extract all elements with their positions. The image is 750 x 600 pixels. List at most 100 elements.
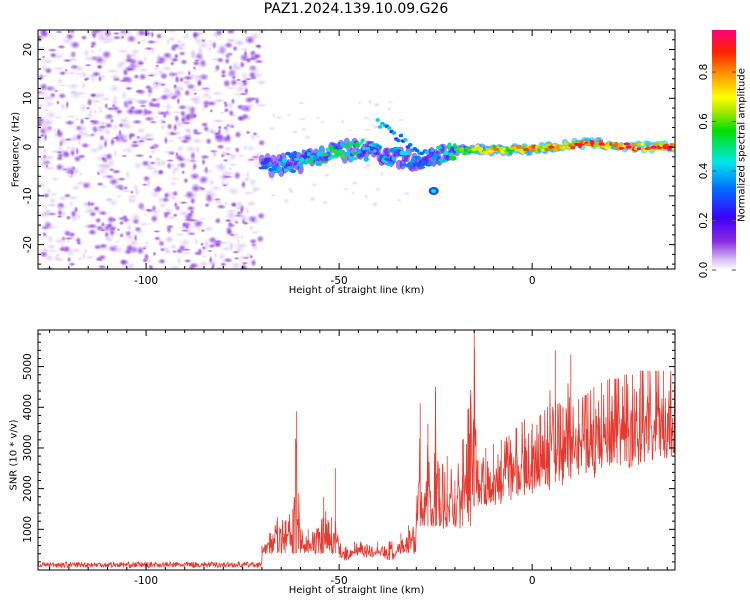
noise-blob bbox=[63, 119, 76, 126]
noise-blob bbox=[163, 191, 170, 200]
snr-y-tick-label: 3000 bbox=[22, 435, 34, 462]
colorbar-tick-label: 0.6 bbox=[698, 113, 710, 130]
noise-blob bbox=[254, 78, 269, 87]
noise-blob bbox=[165, 158, 175, 163]
signal-blob bbox=[286, 166, 293, 170]
signal-blob bbox=[365, 147, 371, 150]
signal-peak bbox=[573, 142, 580, 146]
signal-peak bbox=[523, 147, 530, 152]
noise-blob bbox=[201, 245, 206, 251]
signal-blob bbox=[435, 145, 443, 150]
noise-blob bbox=[227, 166, 234, 171]
snr-frame bbox=[37, 329, 676, 571]
noise-blob bbox=[145, 208, 152, 212]
noise-blob bbox=[199, 62, 208, 69]
noise-blob bbox=[176, 155, 187, 163]
noise-blob bbox=[323, 163, 329, 167]
noise-blob bbox=[170, 57, 180, 63]
noise-blob bbox=[184, 103, 194, 114]
noise-blob bbox=[98, 242, 109, 249]
noise-blob bbox=[188, 261, 199, 269]
colorbar: 0.0 0.2 0.4 0.6 0.8 Normalized spectral ampl… bbox=[698, 30, 748, 278]
noise-blob bbox=[51, 66, 67, 72]
noise-blob bbox=[121, 121, 134, 131]
noise-blob bbox=[165, 30, 179, 34]
noise-blob bbox=[68, 231, 76, 239]
noise-blob bbox=[177, 85, 186, 92]
noise-blob bbox=[193, 58, 201, 63]
noise-blob bbox=[49, 51, 58, 59]
noise-blob bbox=[187, 69, 192, 77]
noise-blob bbox=[372, 101, 381, 108]
noise-blob bbox=[137, 139, 146, 143]
noise-blob bbox=[211, 150, 217, 158]
noise-blob bbox=[197, 174, 209, 185]
noise-blob bbox=[257, 138, 267, 147]
noise-blob bbox=[132, 73, 140, 80]
noise-blob bbox=[78, 171, 83, 177]
spectrogram-x-tick-label: 0 bbox=[529, 275, 536, 287]
noise-blob bbox=[40, 57, 55, 66]
noise-blob bbox=[132, 161, 144, 171]
noise-blob bbox=[65, 214, 72, 221]
noise-blob bbox=[200, 242, 204, 247]
signal-blob bbox=[394, 146, 401, 150]
snr-x-tick-label: -100 bbox=[134, 575, 158, 587]
signal-blob bbox=[363, 156, 369, 162]
noise-blob bbox=[245, 158, 254, 164]
snr-y-tick-label: 4000 bbox=[22, 394, 34, 421]
noise-blob bbox=[212, 119, 224, 123]
snr-x-axis-label: Height of straight line (km) bbox=[289, 585, 425, 596]
signal-blob bbox=[408, 162, 414, 166]
signal-blob bbox=[283, 168, 289, 173]
noise-blob bbox=[370, 124, 381, 131]
noise-blob bbox=[118, 220, 125, 226]
noise-blob bbox=[363, 193, 369, 200]
noise-blob bbox=[175, 247, 185, 255]
signal-blob bbox=[360, 138, 365, 143]
noise-blob bbox=[40, 146, 50, 156]
noise-blob bbox=[58, 70, 67, 76]
noise-blob bbox=[38, 134, 43, 145]
noise-blob bbox=[191, 162, 198, 171]
noise-blob bbox=[207, 192, 219, 199]
noise-blob bbox=[387, 106, 392, 112]
spectrogram-x-axis-label: Height of straight line (km) bbox=[289, 285, 425, 296]
snr-y-tick-label: 1000 bbox=[22, 516, 34, 543]
noise-blob bbox=[144, 109, 154, 116]
noise-blob bbox=[121, 131, 130, 142]
noise-blob bbox=[248, 237, 258, 245]
noise-blob bbox=[223, 57, 231, 65]
noise-blob bbox=[56, 44, 67, 50]
noise-blob bbox=[128, 196, 138, 205]
signal-halo bbox=[349, 147, 356, 158]
noise-blob bbox=[240, 112, 250, 121]
noise-blob bbox=[151, 79, 159, 89]
noise-blob bbox=[83, 63, 93, 67]
noise-blob bbox=[79, 117, 85, 126]
noise-blob bbox=[38, 157, 53, 168]
noise-blob bbox=[116, 228, 121, 232]
noise-blob bbox=[89, 44, 96, 49]
signal-blob bbox=[378, 145, 382, 150]
noise-blob bbox=[223, 218, 233, 223]
noise-blob bbox=[303, 134, 313, 141]
signal-blob bbox=[343, 144, 348, 149]
noise-blob bbox=[98, 134, 106, 142]
noise-blob bbox=[167, 35, 177, 43]
noise-blob bbox=[197, 217, 208, 221]
noise-blob bbox=[116, 48, 130, 54]
noise-blob bbox=[130, 143, 141, 149]
signal-branch bbox=[391, 131, 397, 135]
noise-blob bbox=[123, 248, 133, 256]
noise-blob bbox=[254, 43, 263, 50]
noise-blob bbox=[136, 40, 142, 45]
noise-blob bbox=[235, 62, 241, 72]
noise-blob bbox=[105, 157, 117, 168]
noise-blob bbox=[46, 249, 60, 254]
noise-blob bbox=[211, 198, 225, 206]
noise-blob bbox=[107, 83, 122, 94]
noise-blob bbox=[216, 57, 225, 64]
noise-blob bbox=[54, 30, 64, 34]
